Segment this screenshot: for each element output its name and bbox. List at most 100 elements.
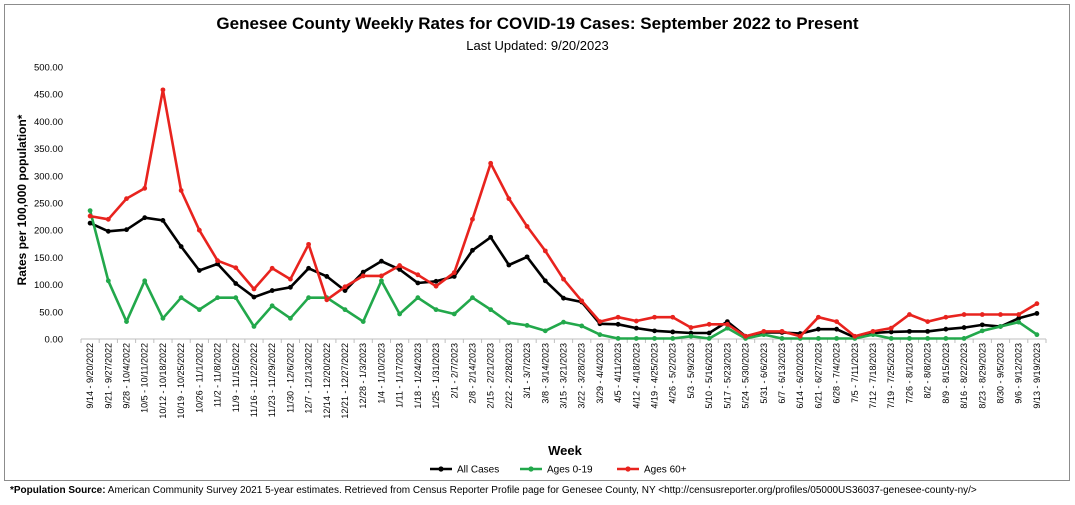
y-tick-label: 250.00 xyxy=(34,199,63,210)
data-point xyxy=(524,223,530,229)
data-point xyxy=(597,332,603,338)
legend-label: All Cases xyxy=(457,465,499,476)
x-tick-label: 9/28 - 10/4/2022 xyxy=(122,343,132,409)
data-point xyxy=(488,234,494,240)
legend-marker xyxy=(438,466,444,472)
source-note: *Population Source: American Community S… xyxy=(10,485,977,496)
data-point xyxy=(379,273,384,279)
x-tick-label: 1/11 - 1/17/2023 xyxy=(395,343,405,408)
x-tick-label: 4/19 - 4/25/2023 xyxy=(650,343,660,409)
data-point xyxy=(524,254,530,260)
data-point xyxy=(961,336,967,341)
data-point xyxy=(816,336,821,341)
chart-title: Genesee County Weekly Rates for COVID-19… xyxy=(216,14,859,33)
data-point xyxy=(615,321,621,327)
data-point xyxy=(160,315,166,321)
data-point xyxy=(998,324,1003,329)
data-point xyxy=(451,270,457,276)
x-tick-label: 7/19 - 7/25/2023 xyxy=(886,343,896,409)
data-point xyxy=(979,322,985,328)
series-ages-60- xyxy=(87,87,1040,339)
x-tick-label: 1/4 - 1/10/2023 xyxy=(376,343,386,404)
legend-label: Ages 60+ xyxy=(644,465,687,476)
data-point xyxy=(451,311,457,317)
x-tick-label: 6/14 - 6/20/2023 xyxy=(795,343,805,409)
data-point xyxy=(488,307,494,313)
data-point xyxy=(615,314,621,320)
x-tick-label: 9/14 - 9/20/2022 xyxy=(85,343,95,409)
data-point xyxy=(196,307,202,313)
x-tick-label: 12/14 - 12/20/2022 xyxy=(322,343,332,419)
data-point xyxy=(888,329,894,335)
y-tick-label: 0.00 xyxy=(45,335,64,346)
data-point xyxy=(834,336,840,341)
data-point xyxy=(342,307,348,313)
x-tick-label: 3/1 - 3/7/2023 xyxy=(522,343,532,399)
data-point xyxy=(160,218,166,223)
data-point xyxy=(397,266,403,272)
data-point xyxy=(287,315,293,321)
data-point xyxy=(1034,332,1040,338)
x-tick-label: 3/8 - 3/14/2023 xyxy=(540,343,550,404)
data-point xyxy=(124,319,129,324)
data-point xyxy=(834,319,840,324)
x-tick-label: 8/2 - 8/8/2023 xyxy=(923,343,933,399)
y-tick-label: 100.00 xyxy=(34,280,63,291)
data-point xyxy=(360,269,366,275)
data-point xyxy=(269,265,275,271)
x-tick-label: 6/7 - 6/13/2023 xyxy=(777,343,787,404)
data-point xyxy=(561,276,566,282)
data-point xyxy=(451,274,457,279)
data-point xyxy=(743,333,748,339)
data-point xyxy=(397,311,403,317)
data-point xyxy=(324,274,330,279)
x-tick-label: 5/17 - 5/23/2023 xyxy=(722,343,732,409)
x-tick-label: 11/2 - 11/8/2022 xyxy=(213,343,223,407)
x-tick-label: 3/22 - 3/28/2023 xyxy=(577,343,587,409)
data-point xyxy=(215,295,220,301)
data-point xyxy=(925,319,931,324)
data-point xyxy=(943,336,949,341)
y-tick-label: 500.00 xyxy=(34,63,63,74)
x-tick-label: 5/10 - 5/16/2023 xyxy=(704,343,714,409)
x-tick-label: 8/9 - 8/15/2023 xyxy=(941,343,951,404)
legend: All Cases Ages 0-19 Ages 60+ xyxy=(430,465,687,476)
data-point xyxy=(706,321,712,327)
x-tick-label: 9/13 - 9/19/2023 xyxy=(1032,343,1042,409)
data-point xyxy=(633,318,639,324)
data-point xyxy=(124,196,129,202)
data-point xyxy=(1034,311,1040,316)
data-point xyxy=(506,320,512,326)
data-point xyxy=(105,278,111,284)
x-tick-label: 2/8 - 2/14/2023 xyxy=(467,343,477,404)
data-point xyxy=(979,328,985,334)
data-point xyxy=(379,278,384,284)
x-tick-label: 11/9 - 11/15/2022 xyxy=(231,343,241,412)
data-point xyxy=(961,312,967,317)
data-point xyxy=(433,283,439,289)
data-point xyxy=(324,297,330,303)
x-tick-label: 3/15 - 3/21/2023 xyxy=(559,343,569,409)
data-point xyxy=(342,288,348,293)
legend-marker xyxy=(528,466,534,472)
data-point xyxy=(816,314,821,320)
data-point xyxy=(506,196,512,202)
x-tick-label: 5/31 - 6/6/2023 xyxy=(759,343,769,404)
data-point xyxy=(925,328,931,334)
data-point xyxy=(706,330,712,336)
legend-marker xyxy=(625,466,631,472)
data-point xyxy=(306,265,311,271)
data-point xyxy=(415,280,421,286)
source-text: American Community Survey 2021 5-year es… xyxy=(107,485,977,496)
data-point xyxy=(998,312,1003,317)
data-point xyxy=(506,262,512,268)
data-point xyxy=(724,321,730,327)
x-tick-label: 9/6 - 9/12/2023 xyxy=(1014,343,1024,404)
data-point xyxy=(834,326,840,332)
chart-subtitle: Last Updated: 9/20/2023 xyxy=(466,38,609,53)
data-point xyxy=(233,265,239,271)
data-point xyxy=(251,294,257,300)
data-point xyxy=(888,325,894,331)
x-tick-label: 7/26 - 8/1/2023 xyxy=(904,343,914,404)
